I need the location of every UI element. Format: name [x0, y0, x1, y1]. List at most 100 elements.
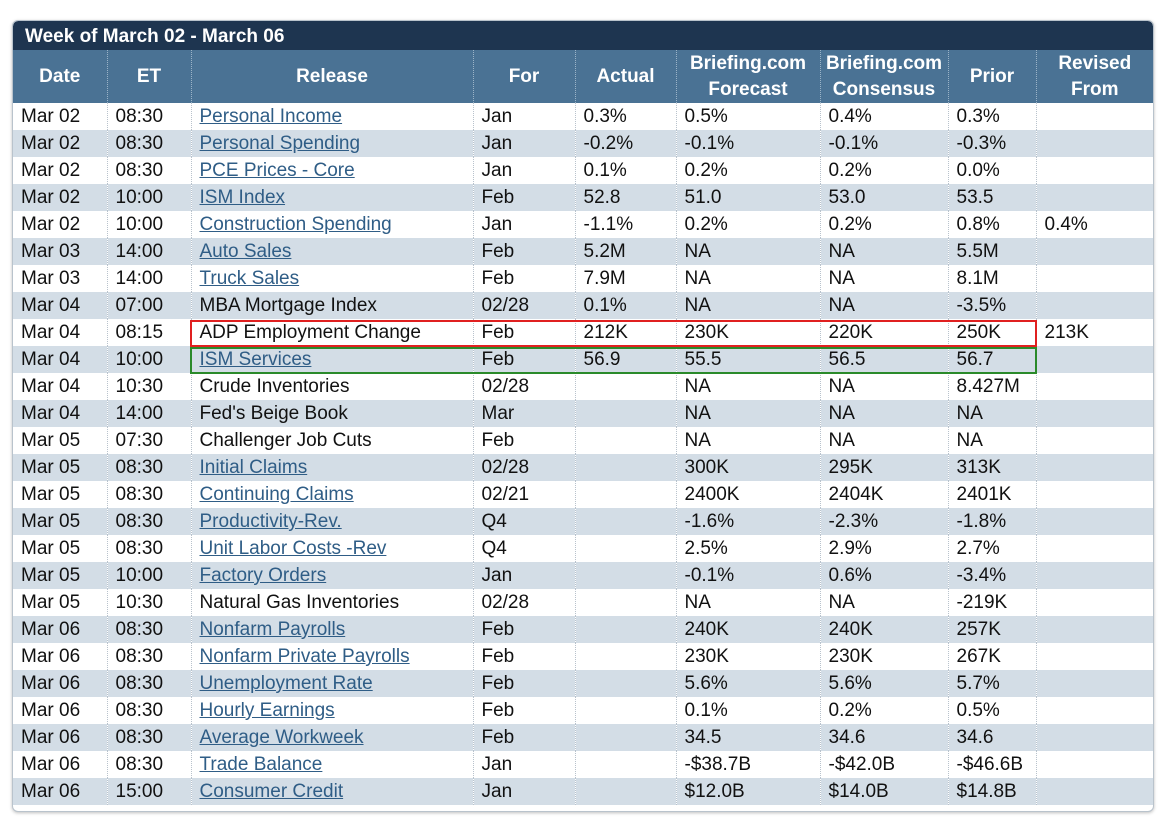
cell-release: Personal Income [191, 103, 474, 130]
cell-date: Mar 02 [13, 157, 108, 184]
cell-release: Nonfarm Private Payrolls [191, 643, 474, 670]
release-link[interactable]: Unemployment Rate [199, 673, 373, 694]
cell-et: 15:00 [107, 778, 192, 805]
release-link[interactable]: Average Workweek [199, 727, 364, 748]
cell-date: Mar 05 [13, 427, 108, 454]
col-header-release: Release [191, 50, 474, 103]
release-link[interactable]: ISM Index [199, 187, 286, 208]
cell-actual [575, 400, 677, 427]
release-link[interactable]: Trade Balance [199, 754, 323, 775]
cell-actual [575, 373, 677, 400]
cell-date: Mar 06 [13, 724, 108, 751]
cell-release: ISM Index [191, 184, 474, 211]
cell-date: Mar 05 [13, 535, 108, 562]
cell-for: Feb [473, 670, 576, 697]
cell-date: Mar 04 [13, 319, 108, 346]
release-link[interactable]: Unit Labor Costs -Rev [199, 538, 387, 559]
cell-date: Mar 03 [13, 238, 108, 265]
cell-et: 08:30 [107, 643, 192, 670]
cell-prior: 56.7 [948, 346, 1037, 373]
release-link[interactable]: Nonfarm Private Payrolls [199, 646, 410, 667]
cell-et: 10:30 [107, 589, 192, 616]
cell-prior: -1.8% [948, 508, 1037, 535]
table-row: Mar 05 10:00 Factory Orders Jan -0.1% 0.6% -3.… [13, 562, 1153, 589]
cell-et: 08:30 [107, 454, 192, 481]
cell-et: 08:15 [107, 319, 192, 346]
cell-actual: -0.2% [575, 130, 677, 157]
cell-date: Mar 04 [13, 346, 108, 373]
release-link[interactable]: PCE Prices - Core [199, 160, 355, 181]
release-link[interactable]: Nonfarm Payrolls [199, 619, 346, 640]
cell-consensus: 56.5 [820, 346, 949, 373]
cell-date: Mar 04 [13, 292, 108, 319]
cell-et: 08:30 [107, 616, 192, 643]
release-link[interactable]: Continuing Claims [199, 484, 354, 505]
cell-actual [575, 778, 677, 805]
cell-forecast: 0.5% [676, 103, 821, 130]
cell-actual [575, 643, 677, 670]
cell-actual: 5.2M [575, 238, 677, 265]
cell-et: 08:30 [107, 535, 192, 562]
cell-for: Feb [473, 643, 576, 670]
cell-actual: -1.1% [575, 211, 677, 238]
cell-consensus: 0.4% [820, 103, 949, 130]
cell-date: Mar 06 [13, 778, 108, 805]
cell-actual [575, 508, 677, 535]
cell-for: Feb [473, 427, 576, 454]
release-link[interactable]: Truck Sales [199, 268, 300, 289]
cell-date: Mar 02 [13, 211, 108, 238]
release-link[interactable]: Productivity-Rev. [199, 511, 342, 532]
release-link[interactable]: ISM Services [199, 349, 312, 370]
cell-prior: 313K [948, 454, 1037, 481]
table-row: Mar 06 08:30 Average Workweek Feb 34.5 34.6 34… [13, 724, 1153, 751]
col-header-prior: Prior [948, 50, 1037, 103]
cell-forecast: 0.2% [676, 211, 821, 238]
table-row: Mar 03 14:00 Truck Sales Feb 7.9M NA NA 8.1M [13, 265, 1153, 292]
release-link[interactable]: Hourly Earnings [199, 700, 335, 721]
cell-revised [1036, 103, 1153, 130]
cell-actual [575, 481, 677, 508]
table-row: Mar 06 08:30 Trade Balance Jan -$38.7B -$42.0… [13, 751, 1153, 778]
cell-date: Mar 06 [13, 751, 108, 778]
cell-et: 14:00 [107, 400, 192, 427]
cell-revised [1036, 238, 1153, 265]
cell-consensus: -2.3% [820, 508, 949, 535]
cell-release: MBA Mortgage Index [191, 292, 474, 319]
cell-forecast: NA [676, 589, 821, 616]
table-row: Mar 05 08:30 Unit Labor Costs -Rev Q4 2.5% 2.… [13, 535, 1153, 562]
cell-for: Jan [473, 211, 576, 238]
release-link[interactable]: Initial Claims [199, 457, 308, 478]
table-row: Mar 03 14:00 Auto Sales Feb 5.2M NA NA 5.5M [13, 238, 1153, 265]
cell-actual [575, 616, 677, 643]
cell-forecast: -$38.7B [676, 751, 821, 778]
release-link[interactable]: Personal Spending [199, 133, 361, 154]
cell-date: Mar 05 [13, 562, 108, 589]
cell-consensus: NA [820, 427, 949, 454]
cell-for: Feb [473, 346, 576, 373]
cell-et: 10:00 [107, 346, 192, 373]
cell-et: 10:00 [107, 562, 192, 589]
cell-release: Nonfarm Payrolls [191, 616, 474, 643]
table-row: Mar 04 10:00 ISM Services Feb 56.9 55.5 56.5 56… [13, 346, 1153, 373]
table-row: Mar 02 10:00 ISM Index Feb 52.8 51.0 53.0 53.5 [13, 184, 1153, 211]
release-link[interactable]: Construction Spending [199, 214, 392, 235]
cell-prior: 0.3% [948, 103, 1037, 130]
cell-et: 08:30 [107, 157, 192, 184]
cell-release: Fed's Beige Book [191, 400, 474, 427]
cell-revised [1036, 778, 1153, 805]
col-header-revised: Revised From [1036, 50, 1153, 103]
cell-release: Continuing Claims [191, 481, 474, 508]
release-link[interactable]: Consumer Credit [199, 781, 344, 802]
table-row: Mar 06 08:30 Nonfarm Payrolls Feb 240K 240K 25… [13, 616, 1153, 643]
cell-actual: 0.3% [575, 103, 677, 130]
cell-for: 02/28 [473, 454, 576, 481]
cell-release: Auto Sales [191, 238, 474, 265]
release-link[interactable]: Factory Orders [199, 565, 327, 586]
cell-forecast: 0.2% [676, 157, 821, 184]
cell-prior: 250K [948, 319, 1037, 346]
cell-consensus: NA [820, 589, 949, 616]
cell-for: Jan [473, 157, 576, 184]
release-link[interactable]: Personal Income [199, 106, 343, 127]
table-row: Mar 06 08:30 Hourly Earnings Feb 0.1% 0.2% 0.5… [13, 697, 1153, 724]
release-link[interactable]: Auto Sales [199, 241, 292, 262]
